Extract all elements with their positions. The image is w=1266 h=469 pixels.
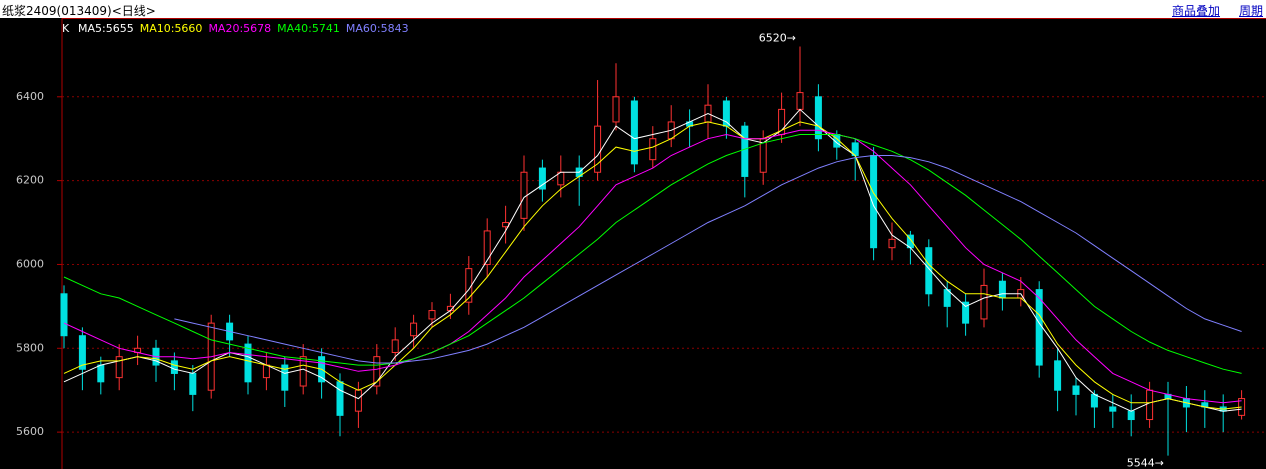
candle-body xyxy=(1146,389,1154,421)
candle-body xyxy=(630,100,638,165)
ma-line xyxy=(63,108,1242,412)
candle-body xyxy=(170,360,178,374)
candle-body xyxy=(1127,410,1135,421)
candle-body xyxy=(78,335,86,370)
y-tick-label: 5800 xyxy=(16,341,44,354)
candle-body xyxy=(354,389,362,412)
extreme-label: 6520→ xyxy=(759,32,796,45)
legend-entry: MA60:5843 xyxy=(346,22,409,35)
candle-body xyxy=(870,154,878,249)
candle-body xyxy=(391,339,399,353)
legend-k: K xyxy=(62,22,70,35)
legend-entry: MA20:5678 xyxy=(208,22,271,35)
ma-line xyxy=(63,121,1242,410)
candle-body xyxy=(980,284,988,320)
candle-body xyxy=(1090,393,1098,408)
candle-body xyxy=(1072,385,1080,395)
ma-line xyxy=(63,129,1242,404)
candle-body xyxy=(520,171,528,219)
candle-body xyxy=(60,293,68,337)
legend-entry: MA10:5660 xyxy=(140,22,203,35)
candle-body xyxy=(796,92,804,110)
chart-title: 纸浆2409(013409)<日线> xyxy=(2,4,156,18)
candle-body xyxy=(741,125,749,177)
candle-body xyxy=(612,96,620,123)
candle-body xyxy=(925,247,933,295)
y-tick-label: 6400 xyxy=(16,90,44,103)
candle-body xyxy=(428,310,436,320)
overlay-link[interactable]: 商品叠加 xyxy=(1172,4,1221,18)
y-tick-label: 5600 xyxy=(16,425,44,438)
candle-body xyxy=(336,381,344,416)
legend-entry: MA5:5655 xyxy=(78,22,134,35)
top-bar: 纸浆2409(013409)<日线> 商品叠加 周期 xyxy=(0,0,1266,18)
candle-body xyxy=(483,230,491,265)
candle-body xyxy=(373,356,381,387)
candle-body xyxy=(281,364,289,391)
y-tick-label: 6200 xyxy=(16,174,44,187)
candle-body xyxy=(962,301,970,324)
ma-line xyxy=(174,155,1242,364)
candle-body xyxy=(410,322,418,337)
period-link[interactable]: 周期 xyxy=(1239,4,1264,18)
legend-entry: MA40:5741 xyxy=(277,22,340,35)
candle-body xyxy=(1109,406,1117,412)
candle-body xyxy=(888,238,896,249)
candle-body xyxy=(97,364,105,383)
candle-body xyxy=(594,125,602,173)
candle-body xyxy=(115,356,123,379)
candle-body xyxy=(262,364,270,379)
extreme-label: 5544→ xyxy=(1127,457,1164,469)
candle-body xyxy=(244,343,252,383)
candle-body xyxy=(814,96,822,140)
candle-body xyxy=(649,138,657,161)
candle-body xyxy=(299,356,307,387)
ma-line xyxy=(63,134,1242,374)
candle-body xyxy=(189,372,197,395)
chart: K 5600 5800 6000 6200 6400 MA5:5655 MA10:5660 M… xyxy=(16,18,1266,469)
candle-body xyxy=(538,167,546,190)
candle-body xyxy=(1054,360,1062,391)
y-tick-label: 6000 xyxy=(16,257,44,270)
candle-body xyxy=(998,280,1006,299)
